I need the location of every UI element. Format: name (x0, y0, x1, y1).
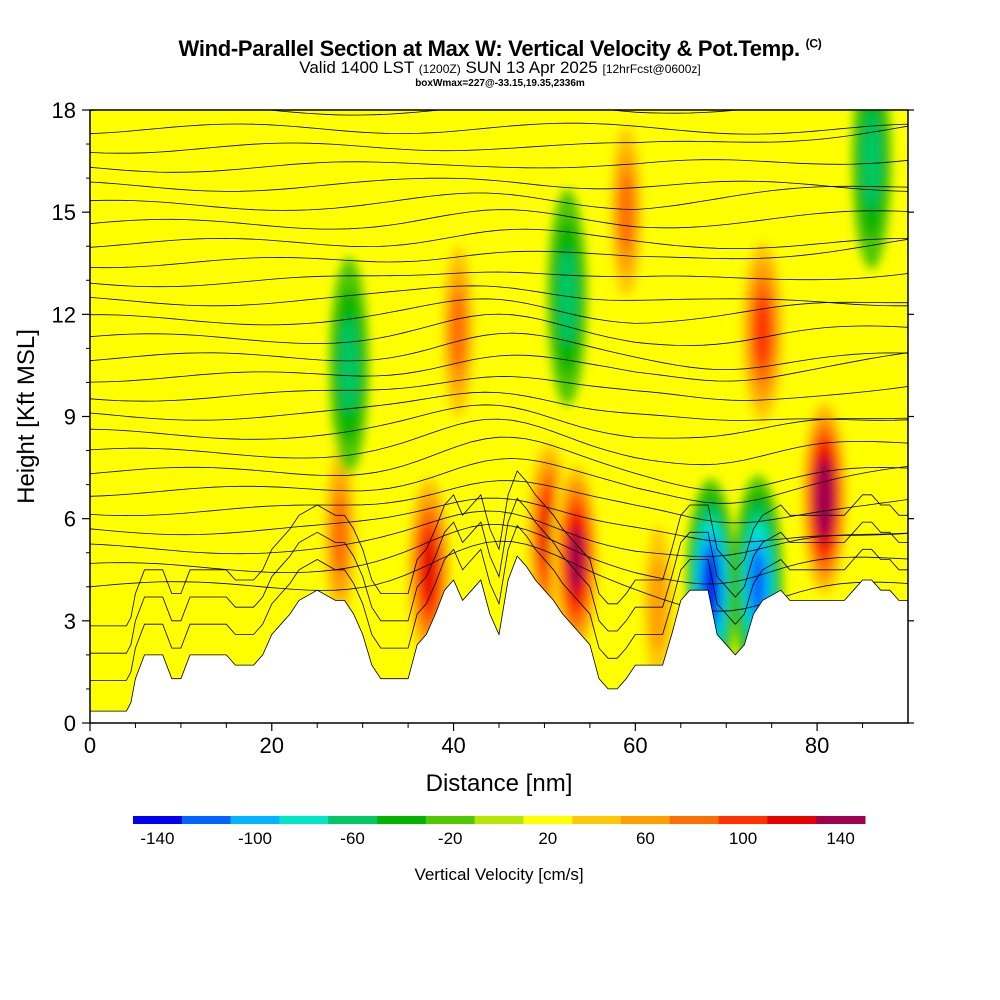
y-tick-label-4: 12 (52, 302, 76, 327)
colorbar-swatch-12 (718, 816, 768, 824)
terrain-contour-1 (90, 497, 908, 654)
isentrope-line-24 (90, 122, 908, 135)
velocity-core-9-4 (754, 295, 771, 368)
box-info: boxWmax=227@-33.15,19.35,2336m (415, 78, 585, 89)
colorbar-swatch-10 (621, 816, 671, 824)
colorbar-swatch-9 (572, 816, 622, 824)
terrain-mask (89, 555, 909, 724)
y-tick-label-2: 6 (64, 507, 76, 532)
colorbar-tick-label-3: -20 (438, 829, 463, 848)
x-tick-label-3: 60 (623, 733, 647, 758)
isentrope-line-16 (90, 271, 908, 288)
isentrope-line-22 (90, 159, 908, 173)
y-tick-label-0: 0 (64, 711, 76, 736)
isentrope-line-8 (90, 404, 908, 440)
isentrope-line-20 (90, 185, 908, 211)
colorbar-swatch-3 (279, 816, 329, 824)
x-tick-label-4: 80 (805, 733, 829, 758)
isentrope-line-14 (90, 298, 908, 326)
chart-subtitle: Valid 1400 LST (1200Z) SUN 13 Apr 2025 [… (0, 58, 1000, 78)
colorbar: -140 -100 -60 -20 20 60 100 140 Vertical Velocit… (133, 816, 866, 884)
colorbar-tick-label-0: -140 (140, 829, 174, 848)
x-tick-label-2: 40 (441, 733, 465, 758)
x-tick-label-1: 20 (260, 733, 284, 758)
velocity-core-15-2 (862, 113, 881, 210)
forecast-info: [12hrFcst@0600z] (602, 62, 701, 76)
chart-title: Wind-Parallel Section at Max W: Vertical… (178, 36, 822, 61)
isentrope-line-21 (90, 177, 908, 192)
x-tick-label-0: 0 (84, 733, 96, 758)
colorbar-swatch-0 (133, 816, 183, 824)
colorbar-swatch-11 (669, 816, 720, 824)
colorbar-tick-label-7: 140 (826, 829, 854, 848)
colorbar-swatch-14 (816, 816, 866, 824)
isentrope-line-13 (90, 313, 908, 346)
velocity-core-1-0 (197, 257, 237, 474)
isentrope-line-19 (90, 209, 908, 230)
isentrope-line-7 (90, 418, 908, 466)
valid-utc: (1200Z) (418, 62, 461, 76)
colorbar-swatch-5 (377, 816, 427, 824)
velocity-core-8-2 (648, 555, 668, 652)
isentrope-line-9 (90, 391, 908, 421)
valid-date: SUN 13 Apr 2025 (465, 58, 598, 77)
colorbar-swatch-13 (767, 816, 817, 824)
copyright-mark: (C) (805, 36, 822, 51)
colorbar-tick-label-1: -100 (238, 829, 272, 848)
colorbar-swatch-1 (181, 816, 232, 824)
isentrope-line-11 (90, 352, 908, 383)
colorbar-tick-label-6: 100 (729, 829, 757, 848)
terrain-contour-2 (90, 470, 908, 627)
y-tick-label-1: 3 (64, 609, 76, 634)
velocity-core-2-3 (332, 495, 348, 577)
isentrope-line-17 (90, 238, 908, 269)
terrain-profile (89, 555, 909, 724)
velocity-core-6-6 (569, 528, 584, 591)
isentrope-line-2 (90, 510, 908, 557)
colorbar-tick-label-2: -60 (340, 829, 365, 848)
isentrope-line-6 (90, 436, 908, 492)
colorbar-swatch-6 (425, 816, 476, 824)
colorbar-tick-label-5: 60 (636, 829, 655, 848)
colorbar-swatch-2 (230, 816, 280, 824)
axes: 0 20 40 60 80 0 3 6 9 12 15 18 Distance [nm] Height [… (13, 98, 914, 797)
x-axis-label: Distance [nm] (426, 770, 573, 797)
colorbar-swatch-8 (523, 816, 573, 824)
y-axis-label: Height [Kft MSL] (13, 329, 40, 504)
isentrope-line-12 (90, 332, 908, 370)
velocity-core-14-5 (750, 550, 766, 617)
velocity-core-11-2 (339, 317, 359, 414)
isentrope-line-23 (90, 125, 908, 154)
velocity-core-7-3 (618, 171, 635, 253)
y-tick-label-5: 15 (52, 200, 76, 225)
isentrope-line-15 (90, 285, 908, 307)
isentrope-line-18 (90, 228, 908, 250)
valid-time: Valid 1400 LST (299, 58, 414, 77)
velocity-core-12-2 (557, 249, 577, 346)
y-tick-label-6: 18 (52, 98, 76, 123)
colorbar-swatch-4 (328, 816, 378, 824)
isentrope-line-5 (90, 458, 908, 504)
y-tick-label-3: 9 (64, 405, 76, 430)
colorbar-swatch-7 (474, 816, 524, 824)
terrain-contour-0 (90, 524, 908, 681)
colorbar-tick-label-4: 20 (538, 829, 557, 848)
isentrope-line-10 (90, 376, 908, 402)
colorbar-label: Vertical Velocity [cm/s] (414, 865, 583, 884)
velocity-core-4-3 (450, 290, 466, 372)
isentrope-line-3 (90, 497, 908, 543)
velocity-core-10-7 (817, 468, 831, 528)
isentrope-line-4 (90, 480, 908, 524)
